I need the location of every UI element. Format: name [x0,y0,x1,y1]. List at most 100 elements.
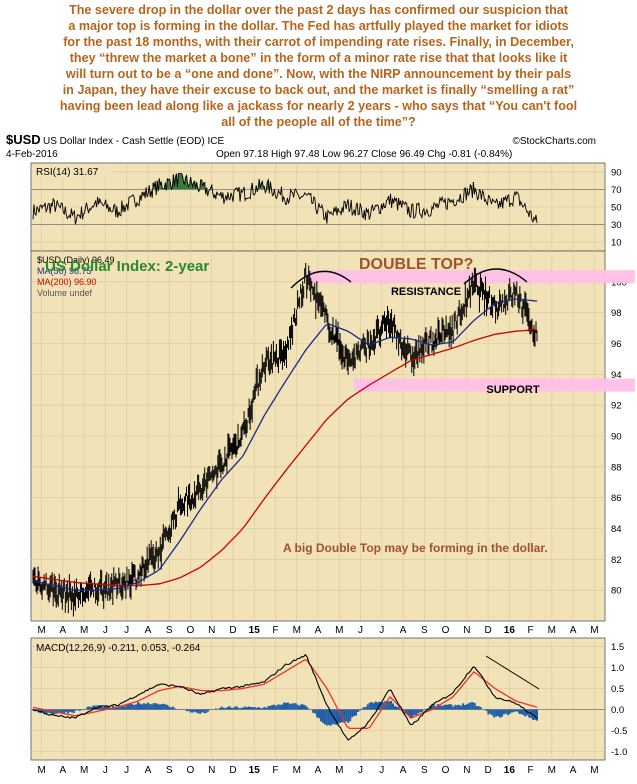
price-y-tick-label: 90 [611,432,622,443]
price-y-tick-label: 80 [611,586,622,597]
rsi-label: RSI(14) 31.67 [36,167,99,178]
price-x-tick-label: F [528,625,534,636]
rsi-line [32,173,538,225]
date-label: 4-Feb-2016 [6,149,58,160]
double-top-note: A big Double Top may be forming in the d… [283,541,548,555]
macd-x-tick-label: J [358,765,363,776]
legend-ma200: MA(200) 96.90 [37,277,97,287]
macd-x-tick-label: S [421,765,428,776]
macd-x-tick-label: A [60,765,67,776]
macd-x-tick-label: O [187,765,195,776]
resistance-label: RESISTANCE [391,286,461,298]
ohlc-label: Open 97.18 High 97.48 Low 96.27 Close 96… [216,149,512,160]
rsi-y-tick-label: 50 [611,203,622,214]
headline-line: will turn out to be a “one and done”. No… [65,67,572,81]
price-legend: $USD (Daily) 96.49 MA(50) 98.75 MA(200) … [37,255,115,298]
price-x-tick-label: J [103,625,108,636]
macd-x-tick-label: M [590,765,598,776]
support-label: SUPPORT [486,384,539,396]
macd-line [32,653,538,741]
index-title: US Dollar Index: 2-year [45,258,209,275]
price-x-tick-label: O [442,625,450,636]
macd-signal-line [32,659,538,730]
legend-volume: Volume undef [37,288,93,298]
legend-usd: $USD (Daily) 96.49 [37,255,115,265]
price-x-tick-label: D [229,625,236,636]
price-x-tick-label: 15 [249,625,261,636]
price-x-tick-label: M [293,625,301,636]
macd-y-tick-label: 0.0 [611,705,624,716]
price-x-tick-label: M [548,625,556,636]
headline-line: a major top is forming in the dollar. Th… [68,19,569,33]
macd-trend-line [485,655,540,690]
price-x-tick-label: A [60,625,67,636]
macd-y-tick-label: 0.5 [611,684,624,695]
macd-x-tick-label: F [272,765,278,776]
price-x-tick-label: M [590,625,598,636]
resistance-band [305,270,635,284]
macd-x-tick-label: F [528,765,534,776]
credit-label: ©StockCharts.com [512,136,596,147]
macd-x-tick-label: 15 [249,765,261,776]
price-x-tick-label: 16 [504,625,516,636]
rsi-y-tick-label: 30 [611,220,622,231]
macd-x-tick-label: N [208,765,215,776]
macd-x-tick-label: A [400,765,407,776]
legend-ma50: MA(50) 98.75 [37,266,92,276]
headline-line: all of the people all of the time”? [221,115,416,129]
headline-line: for the past 18 months, with their carro… [63,35,574,49]
price-x-tick-label: S [166,625,173,636]
price-y-tick-label: 88 [611,462,622,473]
macd-x-tick-label: J [124,765,129,776]
macd-x-tick-label: N [463,765,470,776]
macd-x-tick-label: J [379,765,384,776]
price-x-tick-label: M [80,625,88,636]
price-x-tick-label: A [570,625,577,636]
macd-x-tick-label: O [442,765,450,776]
macd-y-tick-label: -0.5 [611,726,627,737]
macd-y-tick-label: 1.0 [611,663,624,674]
price-x-tick-label: J [358,625,363,636]
macd-label: MACD(12,26,9) -0.211, 0.053, -0.264 [36,643,201,654]
price-x-tick-label: N [463,625,470,636]
rsi-y-tick-label: 90 [611,167,622,178]
price-x-tick-label: J [379,625,384,636]
macd-x-tick-label: J [103,765,108,776]
price-x-tick-label: M [37,625,45,636]
ma50-line [32,298,538,591]
double-top-label: DOUBLE TOP? [359,256,473,273]
price-x-tick-label: A [400,625,407,636]
price-y-tick-label: 94 [611,370,622,381]
macd-x-tick-label: A [145,765,152,776]
price-x-tick-label: M [335,625,343,636]
price-x-tick-label: F [272,625,278,636]
macd-x-tick-label: D [229,765,236,776]
right-top-arc [463,268,528,285]
price-y-tick-label: 84 [611,524,622,535]
headline-commentary: The severe drop in the dollar over the p… [4,2,633,130]
price-x-tick-label: O [187,625,195,636]
price-y-tick-label: 96 [611,339,622,350]
price-x-tick-label: S [421,625,428,636]
price-x-tick-label: J [124,625,129,636]
rsi-y-tick-label: 10 [611,238,622,249]
macd-x-tick-label: M [80,765,88,776]
macd-x-tick-label: M [37,765,45,776]
price-y-tick-label: 92 [611,401,622,412]
symbol-label: $USD [6,132,41,147]
macd-x-tick-label: A [570,765,577,776]
macd-x-tick-label: M [548,765,556,776]
price-y-tick-label: 86 [611,493,622,504]
price-y-tick-label: 98 [611,308,622,319]
macd-x-tick-label: A [315,765,322,776]
headline-line: The severe drop in the dollar over the p… [69,3,568,17]
left-top-arc [290,270,352,289]
ma200-line [32,328,538,587]
price-x-tick-label: N [208,625,215,636]
headline-line: having been lead along like a jackass fo… [59,99,578,113]
macd-x-tick-label: S [166,765,173,776]
macd-y-tick-label: -1.0 [611,747,627,758]
macd-x-tick-label: 16 [504,765,516,776]
macd-y-tick-label: 1.5 [611,642,624,653]
